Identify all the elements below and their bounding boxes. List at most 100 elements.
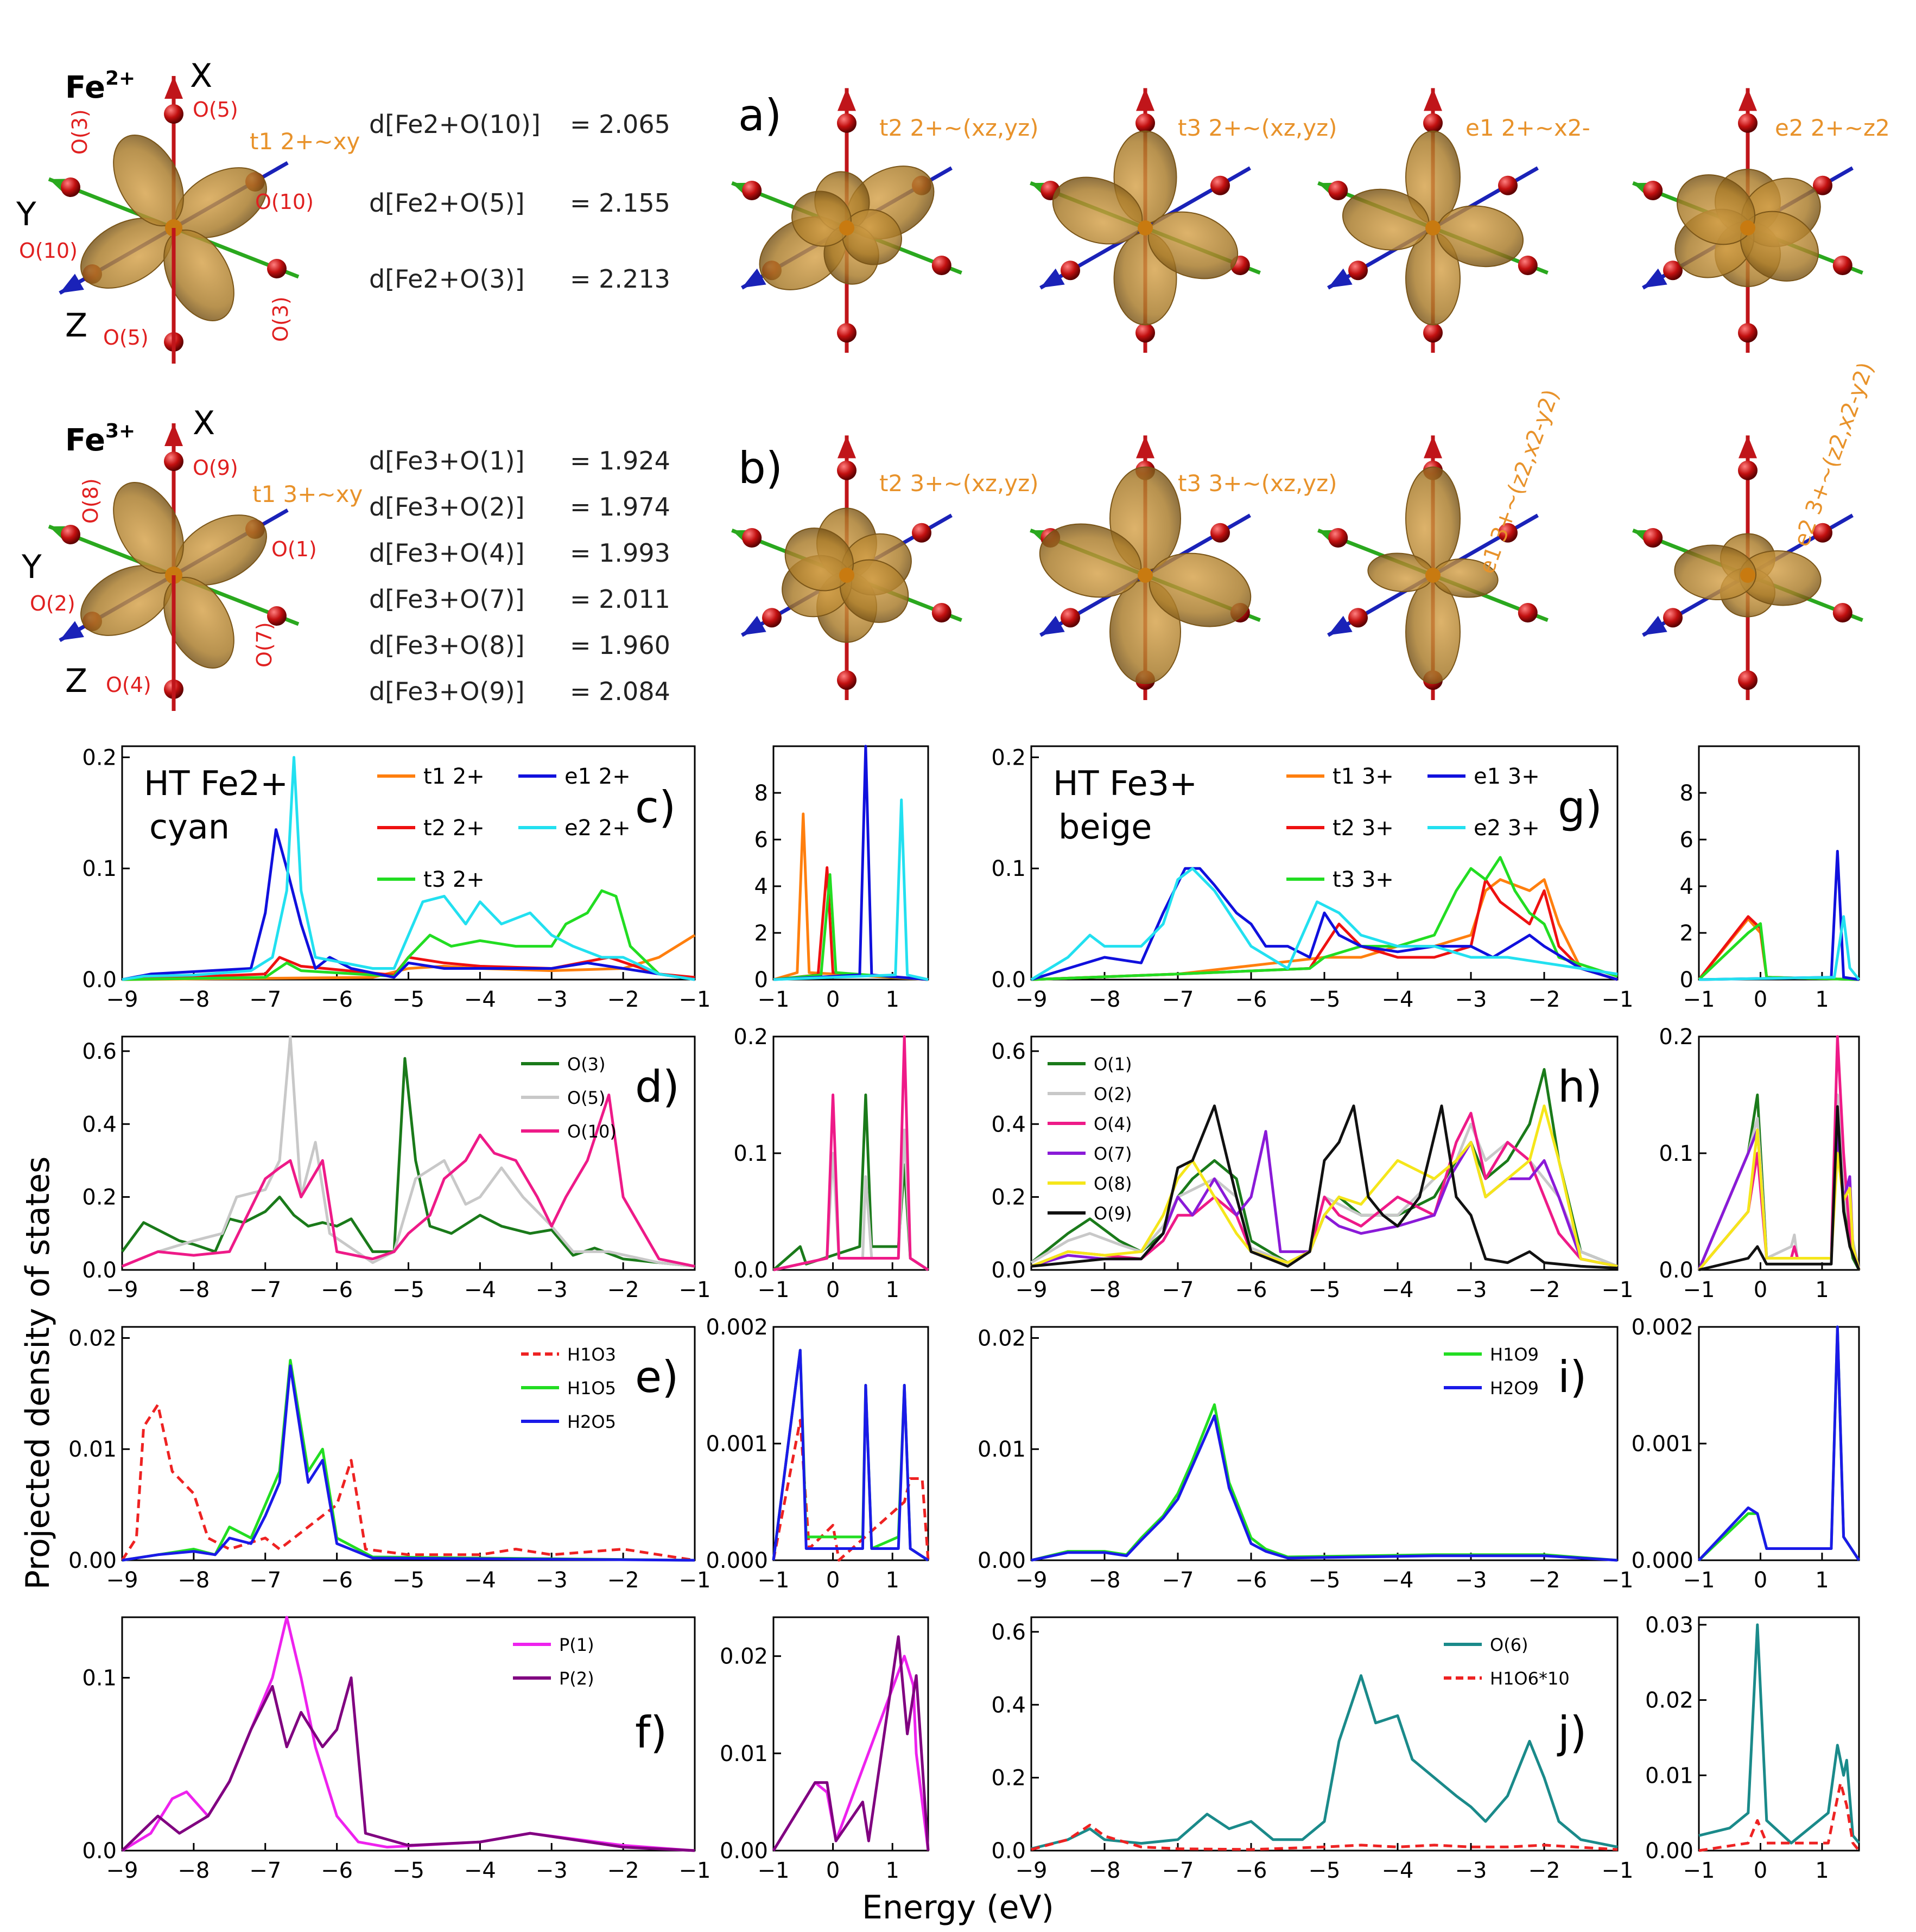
x-tick-label: −1 bbox=[679, 1278, 711, 1302]
legend-label: O(4) bbox=[1094, 1114, 1132, 1134]
inset-series-line bbox=[1698, 915, 1860, 981]
x-tick-label: −1 bbox=[1683, 1858, 1715, 1883]
legend-label: t1 3+ bbox=[1333, 764, 1394, 789]
y-tick-label: 0.02 bbox=[1645, 1688, 1693, 1713]
legend-label: t3 2+ bbox=[423, 867, 485, 892]
fe3-orbital-label: e2 3+~(z2,x2-y2) bbox=[1789, 359, 1879, 550]
series-line bbox=[122, 1094, 695, 1268]
panel-title-color: cyan bbox=[149, 807, 230, 847]
oxygen-atom bbox=[1423, 113, 1443, 133]
x-axis-label: Energy (eV) bbox=[862, 1889, 1054, 1927]
legend-label: O(7) bbox=[1094, 1143, 1132, 1164]
series-line bbox=[1031, 1823, 1618, 1851]
x-axis-arrow-head bbox=[1424, 435, 1442, 459]
x-tick-label: −5 bbox=[392, 987, 424, 1012]
fe2-orbital-t3 bbox=[1030, 88, 1261, 353]
x-axis-arrow-head bbox=[838, 88, 856, 111]
fe3-orbital-label: e1 3+~(z2,x2-y2) bbox=[1474, 386, 1564, 577]
legend-label: e2 2+ bbox=[564, 816, 631, 841]
fe3-oxygen-label: O(2) bbox=[30, 592, 75, 615]
x-axis-arrow-head bbox=[1136, 435, 1154, 459]
oxygen-atom bbox=[164, 452, 183, 471]
oxygen-atom bbox=[1738, 460, 1758, 480]
legend-label: O(10) bbox=[567, 1121, 617, 1142]
y-tick-label: 0.0 bbox=[82, 1839, 117, 1864]
distance-label: d[Fe3+O(4)] bbox=[369, 538, 525, 568]
oxygen-atom bbox=[1518, 603, 1538, 622]
legend-label: H1O5 bbox=[567, 1378, 616, 1399]
y-tick-label: 0.0 bbox=[82, 1258, 117, 1283]
x-tick-label: −3 bbox=[1455, 987, 1487, 1012]
x-tick-label: 0 bbox=[826, 1278, 840, 1302]
x-tick-label: −8 bbox=[177, 1568, 210, 1593]
z-axis-arrow-head bbox=[60, 621, 84, 640]
fe3-axis-x: X bbox=[193, 404, 215, 442]
fe2-oxygen-label: O(3) bbox=[269, 296, 293, 342]
fe3-oxygen-label: O(4) bbox=[106, 673, 151, 697]
x-tick-label: −1 bbox=[1683, 1568, 1715, 1593]
y-tick-label: 0.01 bbox=[720, 1742, 768, 1766]
x-tick-label: 1 bbox=[1815, 987, 1829, 1012]
inset-series-line bbox=[772, 1655, 930, 1852]
series-line bbox=[120, 1403, 695, 1562]
y-tick-label: 0.00 bbox=[1645, 1839, 1693, 1864]
y-tick-label: 0.0 bbox=[991, 1258, 1026, 1283]
x-tick-label: −9 bbox=[106, 987, 138, 1012]
x-tick-label: −7 bbox=[1162, 1568, 1194, 1593]
orbital-lobes bbox=[1367, 466, 1499, 684]
oxygen-atom bbox=[61, 525, 80, 544]
x-tick-label: 0 bbox=[1754, 1858, 1767, 1883]
inset-series-line bbox=[772, 1419, 930, 1562]
x-tick-label: −3 bbox=[536, 1568, 568, 1593]
inset-series-line bbox=[773, 1035, 929, 1272]
y-tick-label: 0.4 bbox=[82, 1112, 117, 1137]
distance-label: d[Fe2+O(3)] bbox=[369, 264, 525, 294]
fe2-oxygen-label: O(10) bbox=[19, 239, 78, 263]
inset-series-line bbox=[1698, 1105, 1861, 1272]
distance-label: d[Fe3+O(2)] bbox=[369, 492, 525, 522]
distance-value: = 1.993 bbox=[570, 538, 670, 568]
fe-atom bbox=[1138, 220, 1153, 236]
oxygen-atom bbox=[1348, 608, 1368, 628]
inset-series-line bbox=[772, 1094, 929, 1272]
x-tick-label: −1 bbox=[758, 987, 790, 1012]
legend-label: t3 3+ bbox=[1333, 867, 1394, 892]
series-line bbox=[122, 956, 695, 981]
x-tick-label: −2 bbox=[1528, 1278, 1560, 1302]
oxygen-atom bbox=[61, 177, 80, 197]
orbital-lobes bbox=[782, 507, 912, 643]
oxygen-atom bbox=[1498, 175, 1518, 195]
distance-label: d[Fe2+O(5)] bbox=[369, 188, 525, 218]
fe-atom bbox=[1740, 568, 1755, 583]
x-tick-label: 1 bbox=[1815, 1278, 1829, 1302]
distance-label: d[Fe3+O(9)] bbox=[369, 677, 525, 706]
y-tick-label: 0.0 bbox=[82, 968, 117, 993]
legend-label: O(8) bbox=[1094, 1173, 1132, 1194]
x-tick-label: −1 bbox=[1602, 1858, 1634, 1883]
dos-panel: −9 −8 −7 −6 −5 −4 −3 −2 −1 0.0 0.2 0.4 0.6 −1 0 1 0.00 0.… bbox=[991, 1613, 1860, 1883]
fe-atom bbox=[1740, 220, 1755, 236]
inset-series-line bbox=[1698, 1623, 1860, 1845]
x-tick-label: −8 bbox=[177, 987, 210, 1012]
x-tick-label: −3 bbox=[536, 987, 568, 1012]
legend-label: O(9) bbox=[1094, 1203, 1132, 1224]
x-axis-arrow-head bbox=[1739, 88, 1757, 111]
legend-label: e1 2+ bbox=[564, 764, 631, 789]
oxygen-atom bbox=[267, 259, 287, 278]
distance-value: = 2.084 bbox=[570, 677, 670, 706]
x-tick-label: 1 bbox=[886, 1858, 899, 1883]
z-axis-arrow-head bbox=[1642, 268, 1667, 288]
z-axis-arrow-head bbox=[741, 615, 766, 635]
y-tick-label: 0.2 bbox=[991, 1766, 1026, 1791]
legend-label: e1 3+ bbox=[1474, 764, 1540, 789]
fe2-orbital-e2 bbox=[1632, 88, 1863, 353]
oxygen-atom bbox=[1813, 523, 1832, 543]
y-tick-label: 0.1 bbox=[82, 856, 117, 881]
y-tick-label: 0.03 bbox=[1645, 1613, 1693, 1638]
x-tick-label: −1 bbox=[679, 1568, 711, 1593]
x-tick-label: −7 bbox=[1162, 987, 1194, 1012]
y-tick-label: 6 bbox=[754, 828, 768, 853]
series-line bbox=[1031, 878, 1618, 981]
x-tick-label: −2 bbox=[607, 987, 639, 1012]
x-tick-label: 1 bbox=[886, 987, 899, 1012]
